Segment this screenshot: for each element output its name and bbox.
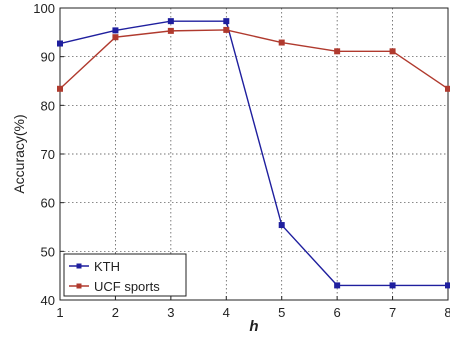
x-tick-label: 5 <box>278 305 285 320</box>
y-tick-label: 80 <box>41 98 55 113</box>
data-point <box>168 19 173 24</box>
data-point <box>58 86 63 91</box>
data-point <box>335 283 340 288</box>
legend-label-1: KTH <box>94 259 120 274</box>
x-tick-label: 6 <box>334 305 341 320</box>
x-tick-label: 2 <box>112 305 119 320</box>
x-tick-label: 8 <box>444 305 450 320</box>
x-axis-title: h <box>249 318 258 335</box>
data-point <box>168 28 173 33</box>
y-tick-label: 60 <box>41 196 55 211</box>
y-tick-label: 90 <box>41 50 55 65</box>
x-tick-label: 7 <box>389 305 396 320</box>
data-point <box>390 49 395 54</box>
y-tick-label: 70 <box>41 147 55 162</box>
y-tick-label: 40 <box>41 293 55 308</box>
data-point <box>390 283 395 288</box>
data-point <box>335 49 340 54</box>
legend: KTH UCF sports <box>64 254 186 296</box>
y-tick-label: 50 <box>41 244 55 259</box>
x-tick-label: 3 <box>167 305 174 320</box>
data-point <box>113 28 118 33</box>
legend-label-2: UCF sports <box>94 279 160 294</box>
data-point <box>279 223 284 228</box>
data-point <box>446 283 450 288</box>
x-tick-label: 4 <box>223 305 230 320</box>
y-axis-title: Accuracy(%) <box>11 114 27 193</box>
legend-marker-2 <box>77 284 82 289</box>
legend-marker-1 <box>77 264 82 269</box>
data-point <box>224 19 229 24</box>
x-tick-label: 1 <box>56 305 63 320</box>
data-point <box>58 41 63 46</box>
data-point <box>113 35 118 40</box>
data-point <box>279 40 284 45</box>
data-point <box>446 86 450 91</box>
data-point <box>224 27 229 32</box>
y-tick-label: 100 <box>33 1 55 16</box>
